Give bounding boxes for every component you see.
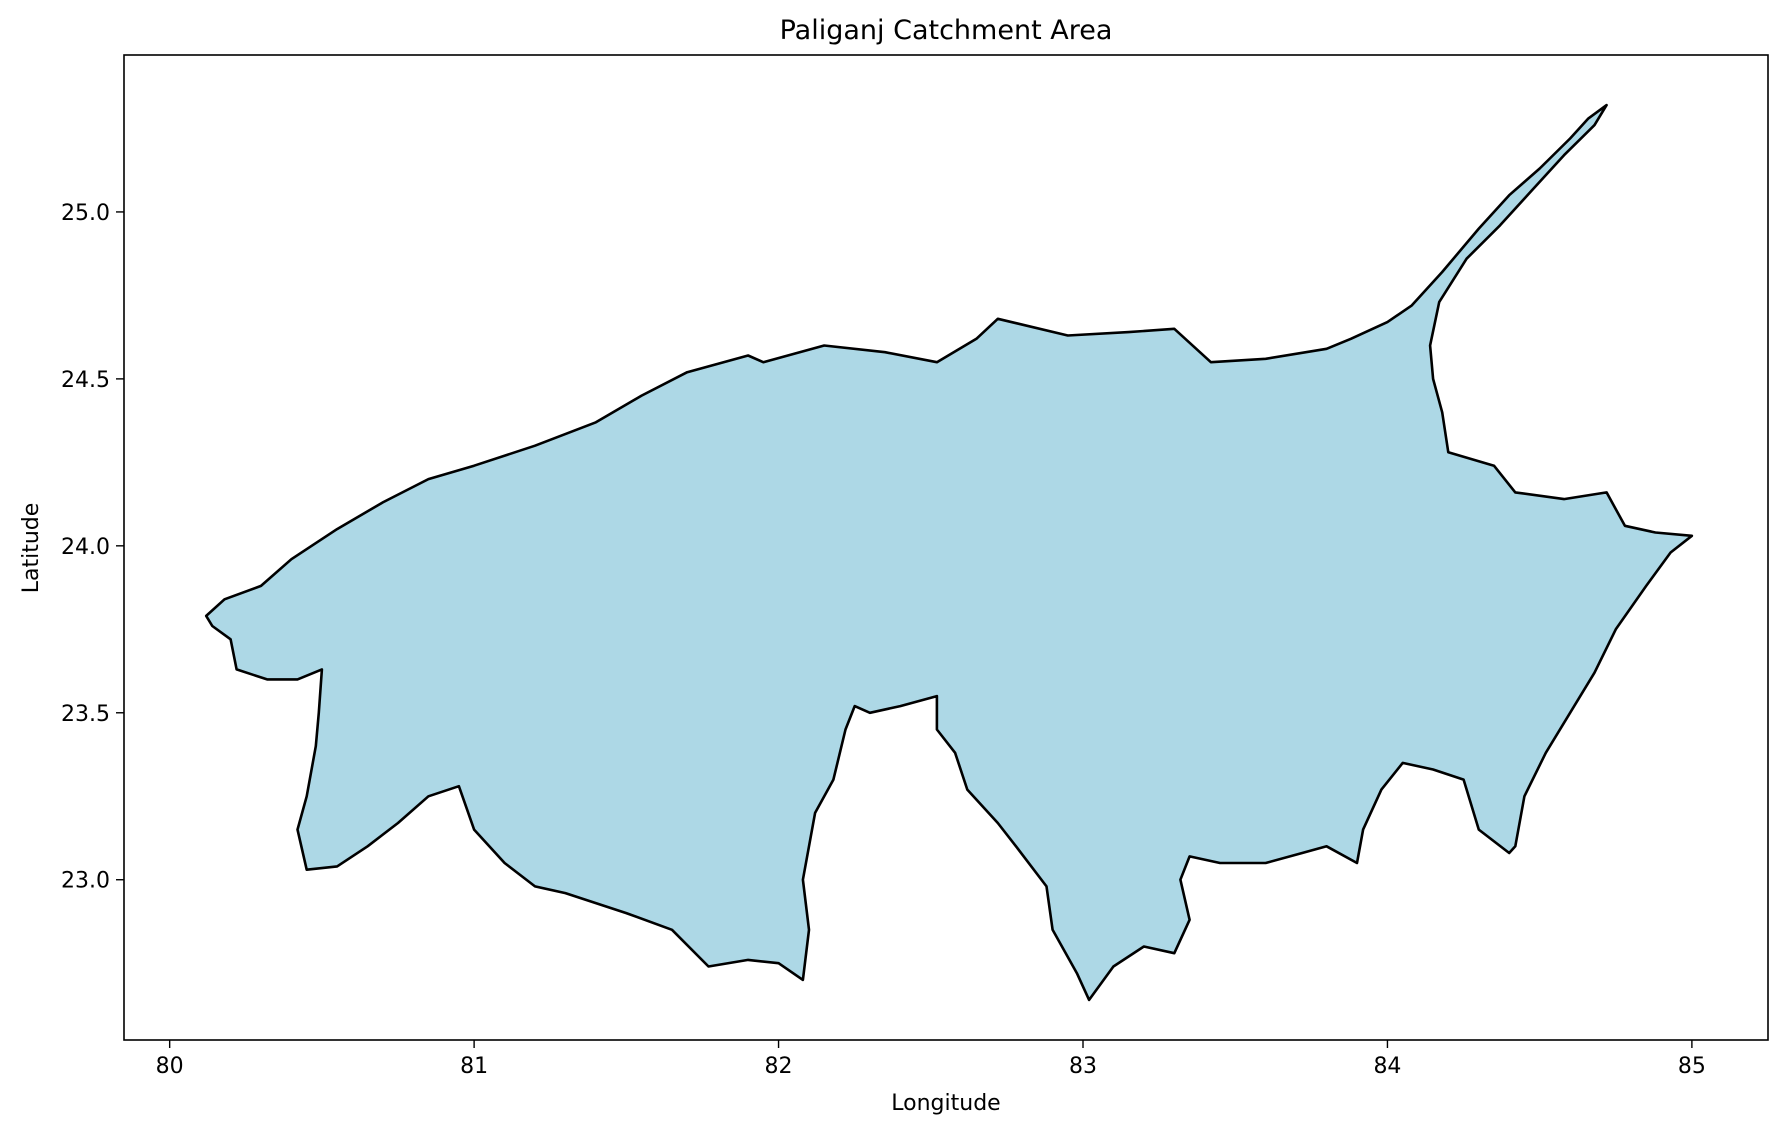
catchment-polygon <box>204 103 1694 1002</box>
y-tick-label: 24.5 <box>61 368 110 393</box>
x-tick-label: 85 <box>1678 1054 1706 1079</box>
y-tick-label: 23.0 <box>61 869 110 894</box>
axes-frame <box>123 54 1769 1041</box>
plot-area <box>204 103 1694 1002</box>
y-tick-label: 24.0 <box>61 535 110 560</box>
x-tick-label: 80 <box>156 1054 184 1079</box>
x-axis-label: Longitude <box>891 1091 1000 1116</box>
y-axis-ticks: 23.0 23.5 24.0 24.5 25.0 <box>61 201 124 894</box>
x-tick-label: 84 <box>1373 1054 1401 1079</box>
y-tick-label: 23.5 <box>61 702 110 727</box>
x-tick-label: 82 <box>765 1054 793 1079</box>
y-tick-label: 25.0 <box>61 201 110 226</box>
y-axis-label: Latitude <box>19 503 44 594</box>
chart-title: Paliganj Catchment Area <box>780 15 1113 46</box>
x-tick-label: 81 <box>460 1054 488 1079</box>
x-tick-label: 83 <box>1069 1054 1097 1079</box>
x-axis-ticks: 80 81 82 83 84 85 <box>156 1040 1706 1079</box>
